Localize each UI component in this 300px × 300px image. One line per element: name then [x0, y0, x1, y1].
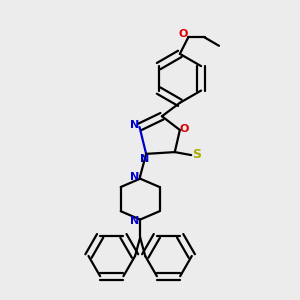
Text: O: O	[178, 29, 188, 39]
Text: N: N	[130, 216, 140, 226]
Text: S: S	[192, 148, 201, 161]
Text: N: N	[140, 154, 149, 164]
Text: N: N	[130, 120, 140, 130]
Text: O: O	[180, 124, 189, 134]
Text: N: N	[130, 172, 140, 182]
